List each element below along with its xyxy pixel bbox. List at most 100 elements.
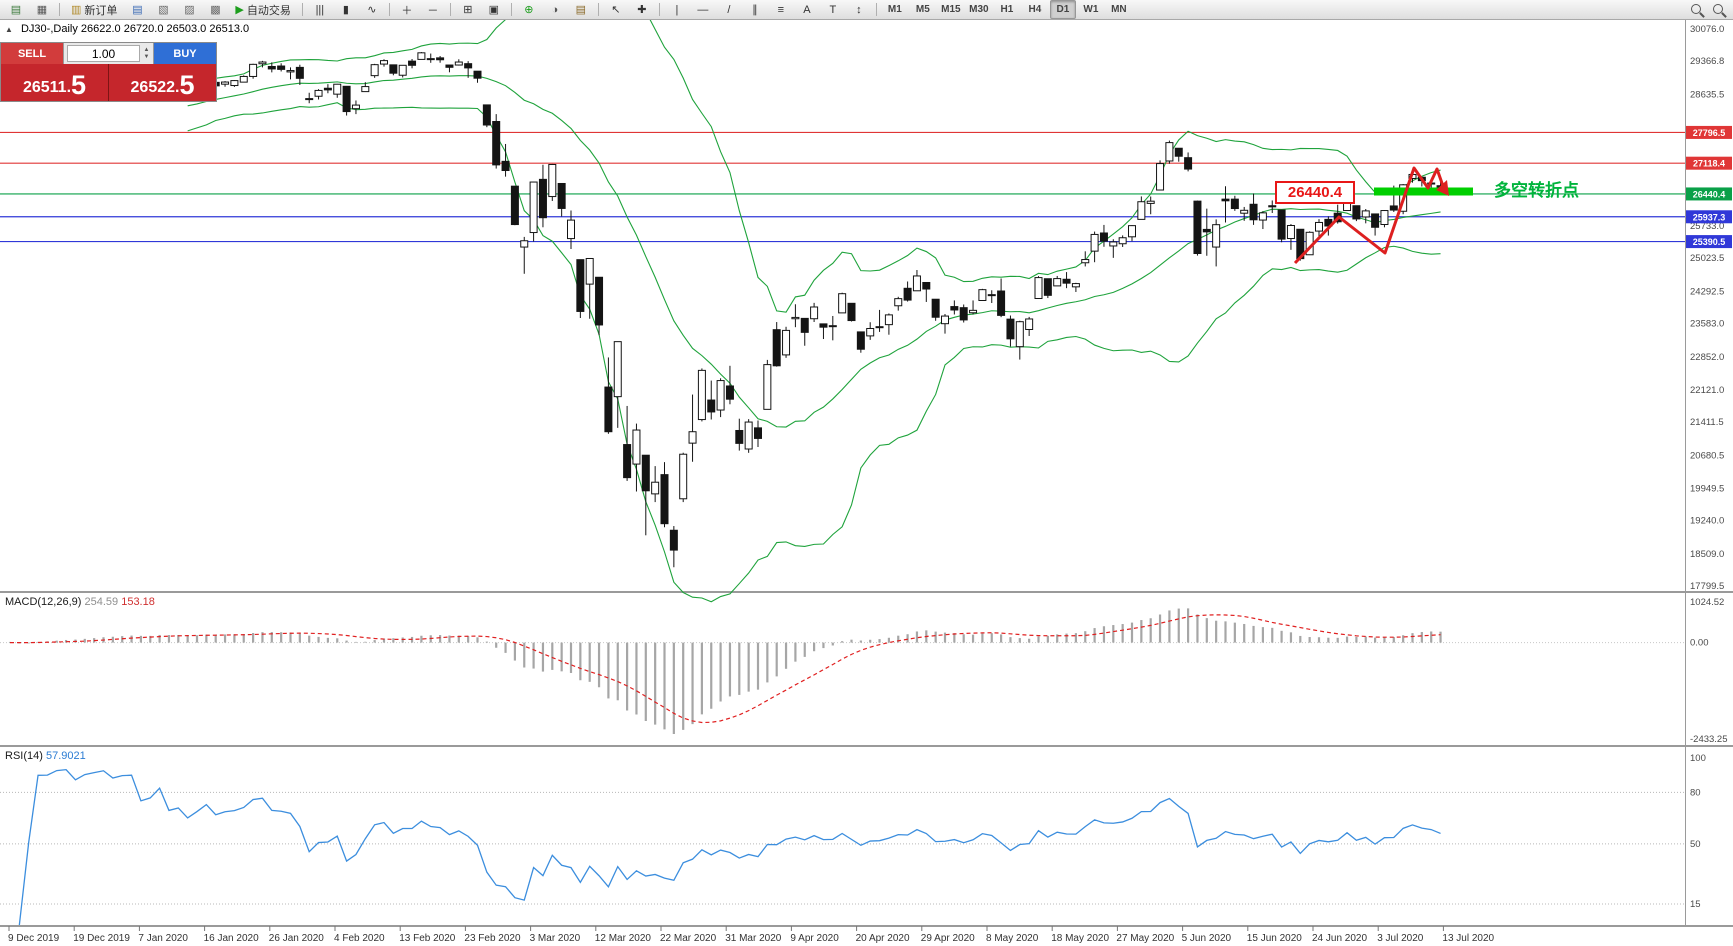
text-icon[interactable]: A xyxy=(795,0,819,19)
symbol-ohlc-text: DJ30-,Daily 26622.0 26720.0 26503.0 2651… xyxy=(20,23,250,35)
vertical-line-icon[interactable]: | xyxy=(665,0,689,19)
zoom-out-icon[interactable]: － xyxy=(421,0,445,19)
new-order-button: ▥ xyxy=(71,4,82,16)
svg-text:22121.0: 22121.0 xyxy=(1690,385,1724,396)
cursor-icon[interactable]: ↖ xyxy=(604,0,628,19)
svg-text:23 Feb 2020: 23 Feb 2020 xyxy=(464,933,521,944)
trendline-icon: / xyxy=(727,3,731,16)
zoom-in-icon[interactable]: ＋ xyxy=(395,0,419,19)
price-label-box[interactable]: 26440.4 xyxy=(1275,181,1355,204)
fibonacci-icon[interactable]: ≡ xyxy=(769,0,793,19)
lot-size-input[interactable] xyxy=(67,45,140,62)
svg-text:13 Jul 2020: 13 Jul 2020 xyxy=(1442,933,1494,944)
svg-text:-2433.25: -2433.25 xyxy=(1690,734,1728,745)
svg-text:50: 50 xyxy=(1690,839,1701,850)
new-chart-icon: ▤ xyxy=(10,4,22,16)
fibonacci-icon: ≡ xyxy=(777,3,785,16)
svg-text:13 Feb 2020: 13 Feb 2020 xyxy=(399,933,456,944)
tile-windows-icon[interactable]: ⊞ xyxy=(456,0,480,19)
macd-signal-value: 153.18 xyxy=(121,596,155,608)
label-icon[interactable]: T xyxy=(821,0,845,19)
navigator-icon: ▨ xyxy=(184,4,195,16)
periods-icon[interactable]: ◑ xyxy=(543,0,567,19)
horizontal-line-icon[interactable]: — xyxy=(691,0,715,19)
candlestick-chart-icon[interactable]: ▮ xyxy=(334,0,358,19)
lot-increase-icon[interactable]: ▲ xyxy=(143,46,150,53)
toolbar-separator xyxy=(597,3,599,16)
market-watch-icon: ▤ xyxy=(132,4,143,16)
highlight-bar[interactable] xyxy=(1374,187,1473,196)
buy-button[interactable]: BUY xyxy=(154,43,216,64)
zoom-out-page-icon[interactable] xyxy=(1710,1,1728,18)
toolbar-separator xyxy=(388,3,390,16)
timeframe-h1[interactable]: H1 xyxy=(1000,4,1014,15)
svg-text:26440.4: 26440.4 xyxy=(1693,189,1726,199)
svg-text:17799.5: 17799.5 xyxy=(1690,581,1724,592)
svg-text:18509.0: 18509.0 xyxy=(1690,549,1724,560)
zoom-in-page-icon[interactable] xyxy=(1688,1,1706,18)
crosshair-icon[interactable]: ✚ xyxy=(630,0,654,19)
svg-text:30076.0: 30076.0 xyxy=(1690,24,1724,35)
cascade-windows-icon[interactable]: ▣ xyxy=(482,0,506,19)
market-watch-icon[interactable]: ▤ xyxy=(125,0,149,19)
periods-icon: ◑ xyxy=(551,3,559,16)
channel-icon[interactable]: ∥ xyxy=(743,0,767,19)
svg-text:18 May 2020: 18 May 2020 xyxy=(1051,933,1109,944)
lot-size-control: ▲ ▼ xyxy=(63,43,154,64)
sell-button[interactable]: SELL xyxy=(1,43,63,64)
timeframe-m5[interactable]: M5 xyxy=(915,4,930,15)
price-tags: 27796.5 27118.4 26440.4 25937.3 25390.5 xyxy=(1686,125,1732,249)
bid-price-display[interactable]: 26511. 5 xyxy=(1,64,108,101)
timeframe-d1[interactable]: D1 xyxy=(1049,0,1076,19)
ask-price-display[interactable]: 26522. 5 xyxy=(109,64,216,101)
autotrading-button-label: 自动交易 xyxy=(246,4,291,17)
indicators-icon[interactable]: ⊕ xyxy=(517,0,541,19)
timeframe-m15[interactable]: M15 xyxy=(941,4,961,15)
svg-text:3 Mar 2020: 3 Mar 2020 xyxy=(530,933,581,944)
timeframe-h4[interactable]: H4 xyxy=(1028,4,1042,15)
trend-arrow-annotation[interactable] xyxy=(1293,166,1449,265)
terminal-icon[interactable]: ▩ xyxy=(203,0,227,19)
toolbar-separator xyxy=(510,3,512,16)
cursor-icon: ↖ xyxy=(611,4,621,16)
collapse-panel-icon[interactable]: ▲ xyxy=(5,25,13,34)
new-chart-icon[interactable]: ▤ xyxy=(4,0,28,19)
pane-frame xyxy=(0,20,1733,927)
candles xyxy=(193,52,1445,568)
navigator-icon[interactable]: ▨ xyxy=(177,0,201,19)
timeframe-m30[interactable]: M30 xyxy=(969,4,989,15)
line-chart-icon[interactable]: ∿ xyxy=(360,0,384,19)
svg-text:24 Jun 2020: 24 Jun 2020 xyxy=(1312,933,1367,944)
svg-text:21411.5: 21411.5 xyxy=(1690,417,1724,428)
data-window-icon[interactable]: ▧ xyxy=(151,0,175,19)
annotations: 26440.4 多空转折点 xyxy=(1275,166,1579,265)
timeframe-w1[interactable]: W1 xyxy=(1083,4,1099,15)
rsi-pane: 100 80 50 15 xyxy=(0,753,1706,926)
trendline-icon[interactable]: / xyxy=(717,0,741,19)
timeframe-mn[interactable]: MN xyxy=(1111,4,1127,15)
price-axis: 30076.0 29366.8 28635.5 25733.0 25023.5 24292… xyxy=(1690,24,1724,592)
toolbar: ▤ ▦ ▥ 新订单 ▤ ▧ ▨ ▩ ▶ 自动交易 ||| ▮ ∿ ＋ － ⊞ ▣ ⊕ ◑ ▤ ↖ ✚ | — / ∥ ≡ A T ↕ M1 M… xyxy=(0,0,1733,20)
templates-icon[interactable]: ▤ xyxy=(569,0,593,19)
macd-histogram xyxy=(8,608,1442,734)
svg-text:25733.0: 25733.0 xyxy=(1690,221,1724,232)
svg-text:80: 80 xyxy=(1690,787,1701,798)
timeframe-m1[interactable]: M1 xyxy=(887,4,902,15)
text-icon: A xyxy=(803,3,811,16)
macd-signal-line xyxy=(9,614,1441,724)
svg-text:15 Jun 2020: 15 Jun 2020 xyxy=(1247,933,1302,944)
zoom-in-icon: ＋ xyxy=(401,4,413,17)
indicators-icon: ⊕ xyxy=(524,4,534,16)
new-order-button[interactable]: ▥ 新订单 xyxy=(65,0,123,19)
toolbar-separator xyxy=(658,3,660,16)
bar-chart-icon[interactable]: ||| xyxy=(308,0,332,19)
lot-decrease-icon[interactable]: ▼ xyxy=(143,53,150,60)
turning-point-note: 多空转折点 xyxy=(1494,180,1579,200)
svg-text:28635.5: 28635.5 xyxy=(1690,89,1724,100)
autotrading-button[interactable]: ▶ 自动交易 xyxy=(229,0,296,19)
chart-profiles-icon[interactable]: ▦ xyxy=(30,0,54,19)
candlestick-chart-icon: ▮ xyxy=(342,4,349,16)
svg-text:22852.0: 22852.0 xyxy=(1690,352,1724,363)
svg-text:27 May 2020: 27 May 2020 xyxy=(1116,933,1174,944)
arrows-icon[interactable]: ↕ xyxy=(847,0,871,19)
